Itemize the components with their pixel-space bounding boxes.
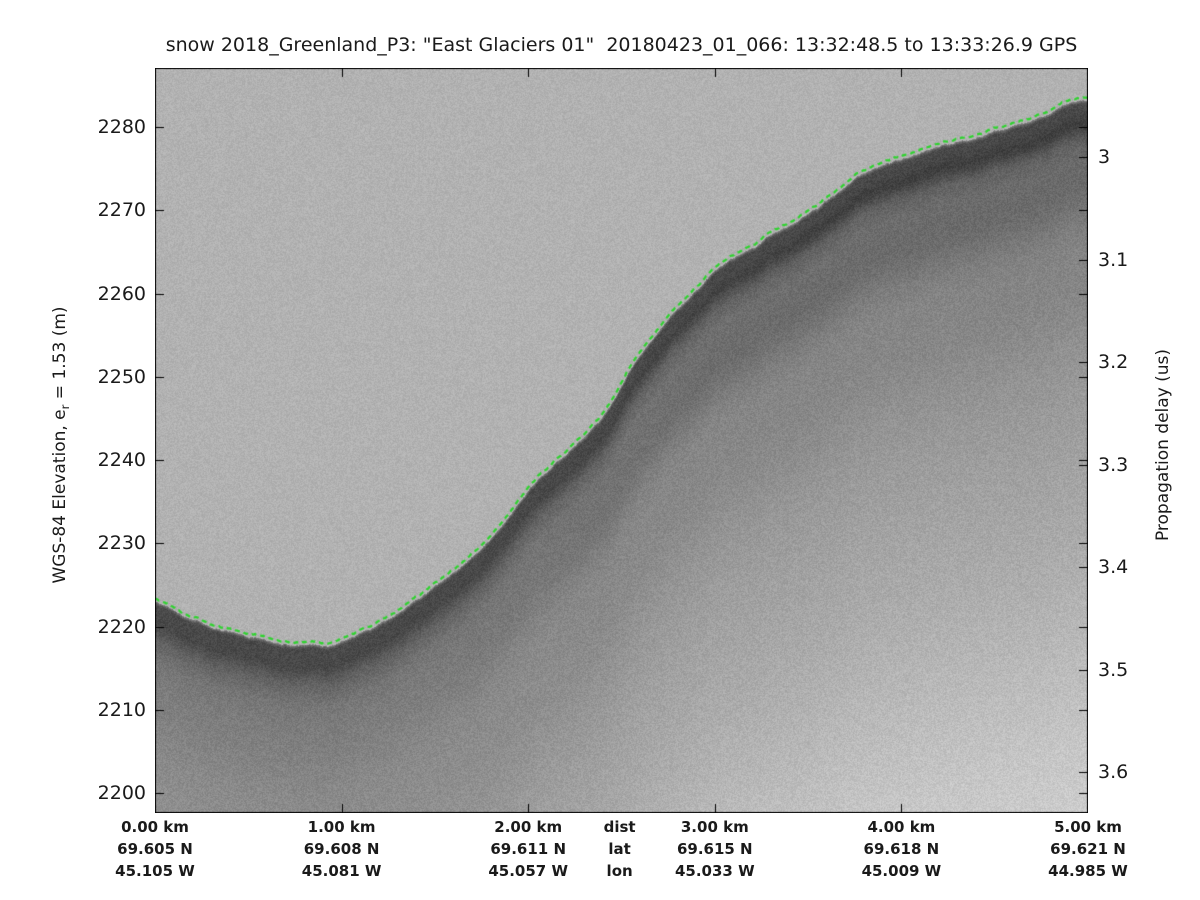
- plot-title: snow 2018_Greenland_P3: "East Glaciers 0…: [133, 34, 1110, 57]
- x-label-lat: 69.621 N: [1003, 838, 1173, 860]
- x-label-lat: 69.608 N: [257, 838, 427, 860]
- left-tick-label: 2200: [0, 781, 146, 805]
- x-label-key-lon: lon: [535, 860, 705, 882]
- left-tick-label: 2260: [0, 282, 146, 306]
- x-label-column: 5.00 km 69.621 N 44.985 W: [1003, 816, 1173, 882]
- left-tick-label: 2210: [0, 698, 146, 722]
- right-tick-label: 3.5: [1098, 658, 1128, 682]
- x-label-dist: 1.00 km: [257, 816, 427, 838]
- x-label-dist: 5.00 km: [1003, 816, 1173, 838]
- x-label-column: 4.00 km 69.618 N 45.009 W: [816, 816, 986, 882]
- x-label-lon: 45.105 W: [70, 860, 240, 882]
- x-label-dist: 0.00 km: [70, 816, 240, 838]
- echogram-canvas[interactable]: [155, 68, 1088, 813]
- left-axis-label-suffix: = 1.53 (m): [50, 306, 70, 404]
- x-label-key-dist: dist: [535, 816, 705, 838]
- right-tick-label: 3.3: [1098, 453, 1128, 477]
- x-label-lon: 44.985 W: [1003, 860, 1173, 882]
- left-tick-label: 2240: [0, 448, 146, 472]
- x-label-key-lat: lat: [535, 838, 705, 860]
- right-axis-label: Propagation delay (us): [1153, 349, 1173, 541]
- x-label-key-column: dist lat lon: [535, 816, 705, 882]
- x-label-column: 1.00 km 69.608 N 45.081 W: [257, 816, 427, 882]
- right-tick-label: 3.2: [1098, 350, 1128, 374]
- left-tick-label: 2270: [0, 198, 146, 222]
- left-tick-label: 2280: [0, 115, 146, 139]
- left-tick-label: 2220: [0, 615, 146, 639]
- left-tick-label: 2250: [0, 365, 146, 389]
- x-label-dist: 4.00 km: [816, 816, 986, 838]
- x-label-column: 0.00 km 69.605 N 45.105 W: [70, 816, 240, 882]
- echogram-figure: snow 2018_Greenland_P3: "East Glaciers 0…: [0, 0, 1200, 900]
- x-label-lat: 69.605 N: [70, 838, 240, 860]
- x-label-lat: 69.618 N: [816, 838, 986, 860]
- left-axis-label-text: WGS-84 Elevation, e: [50, 409, 70, 583]
- right-tick-label: 3.6: [1098, 760, 1128, 784]
- right-tick-label: 3.1: [1098, 248, 1128, 272]
- left-tick-label: 2230: [0, 531, 146, 555]
- x-label-lon: 45.009 W: [816, 860, 986, 882]
- x-label-lon: 45.081 W: [257, 860, 427, 882]
- right-tick-label: 3.4: [1098, 555, 1128, 579]
- right-tick-label: 3: [1098, 145, 1110, 169]
- left-axis-label-subscript: r: [58, 405, 72, 410]
